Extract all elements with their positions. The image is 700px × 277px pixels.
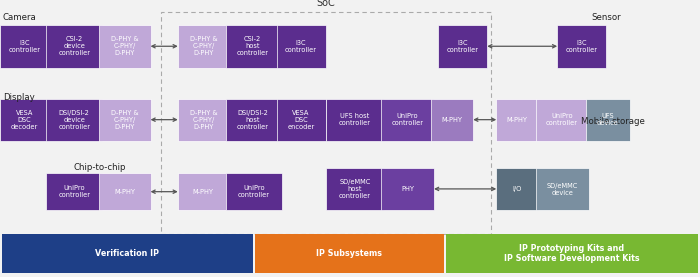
Text: IP Subsystems: IP Subsystems <box>316 249 382 258</box>
FancyBboxPatch shape <box>99 25 150 68</box>
FancyBboxPatch shape <box>326 99 384 141</box>
FancyBboxPatch shape <box>276 25 326 68</box>
Text: UniPro
controller: UniPro controller <box>546 113 578 126</box>
Text: IP Prototyping Kits and
IP Software Development Kits: IP Prototyping Kits and IP Software Deve… <box>504 244 640 263</box>
Text: SD/eMMC
device: SD/eMMC device <box>547 183 578 196</box>
Text: M-PHY: M-PHY <box>507 117 528 123</box>
FancyBboxPatch shape <box>276 99 326 141</box>
FancyBboxPatch shape <box>99 99 150 141</box>
FancyBboxPatch shape <box>178 173 229 210</box>
FancyBboxPatch shape <box>226 99 279 141</box>
Text: D-PHY &
C-PHY/
D-PHY: D-PHY & C-PHY/ D-PHY <box>111 110 139 130</box>
Text: M-PHY: M-PHY <box>193 189 214 195</box>
Text: DSI/DSI-2
device
controller: DSI/DSI-2 device controller <box>58 110 90 130</box>
Text: CSI-2
device
controller: CSI-2 device controller <box>58 36 90 57</box>
Text: UniPro
controller: UniPro controller <box>238 185 270 198</box>
FancyBboxPatch shape <box>99 173 150 210</box>
Text: UniPro
controller: UniPro controller <box>58 185 90 198</box>
Text: CSI-2
host
controller: CSI-2 host controller <box>237 36 269 57</box>
Text: SD/eMMC
host
controller: SD/eMMC host controller <box>339 179 371 199</box>
FancyBboxPatch shape <box>496 168 538 210</box>
FancyBboxPatch shape <box>226 25 279 68</box>
FancyBboxPatch shape <box>536 168 589 210</box>
FancyBboxPatch shape <box>446 234 698 273</box>
FancyBboxPatch shape <box>381 99 434 141</box>
Text: Verification IP: Verification IP <box>95 249 160 258</box>
Text: Mobile storage: Mobile storage <box>581 117 645 126</box>
Text: I/O: I/O <box>512 186 522 192</box>
Text: UFS host
controller: UFS host controller <box>339 113 371 126</box>
Text: UniPro
controller: UniPro controller <box>391 113 423 126</box>
Text: Chip-to-chip: Chip-to-chip <box>74 163 126 172</box>
FancyBboxPatch shape <box>46 99 102 141</box>
Text: Display: Display <box>3 94 34 102</box>
Text: VESA
DSC
decoder: VESA DSC decoder <box>11 110 38 130</box>
FancyBboxPatch shape <box>557 25 606 68</box>
Text: D-PHY &
C-PHY/
D-PHY: D-PHY & C-PHY/ D-PHY <box>111 36 139 57</box>
FancyBboxPatch shape <box>178 99 229 141</box>
FancyBboxPatch shape <box>0 99 49 141</box>
FancyBboxPatch shape <box>496 99 538 141</box>
Text: PHY: PHY <box>401 186 414 192</box>
Text: I3C
controller: I3C controller <box>447 40 479 53</box>
Text: I3C
controller: I3C controller <box>8 40 41 53</box>
FancyBboxPatch shape <box>255 234 444 273</box>
FancyBboxPatch shape <box>536 99 589 141</box>
Text: Camera: Camera <box>3 13 36 22</box>
FancyBboxPatch shape <box>381 168 434 210</box>
FancyBboxPatch shape <box>431 99 473 141</box>
FancyBboxPatch shape <box>46 25 102 68</box>
Text: D-PHY &
C-PHY/
D-PHY: D-PHY & C-PHY/ D-PHY <box>190 110 217 130</box>
FancyBboxPatch shape <box>438 25 487 68</box>
FancyBboxPatch shape <box>0 25 49 68</box>
FancyBboxPatch shape <box>178 25 229 68</box>
Text: DSI/DSI-2
host
controller: DSI/DSI-2 host controller <box>237 110 269 130</box>
FancyBboxPatch shape <box>326 168 384 210</box>
Text: M-PHY: M-PHY <box>442 117 463 123</box>
FancyBboxPatch shape <box>586 99 630 141</box>
Text: VESA
DSC
encoder: VESA DSC encoder <box>288 110 314 130</box>
FancyBboxPatch shape <box>46 173 102 210</box>
Text: UFS
device: UFS device <box>597 113 619 126</box>
Text: Sensor: Sensor <box>592 13 621 22</box>
Text: I3C
controller: I3C controller <box>566 40 598 53</box>
FancyBboxPatch shape <box>226 173 282 210</box>
Text: D-PHY &
C-PHY/
D-PHY: D-PHY & C-PHY/ D-PHY <box>190 36 217 57</box>
FancyBboxPatch shape <box>2 234 253 273</box>
Text: SoC: SoC <box>317 0 335 8</box>
Text: M-PHY: M-PHY <box>114 189 135 195</box>
Text: I3C
controller: I3C controller <box>285 40 317 53</box>
